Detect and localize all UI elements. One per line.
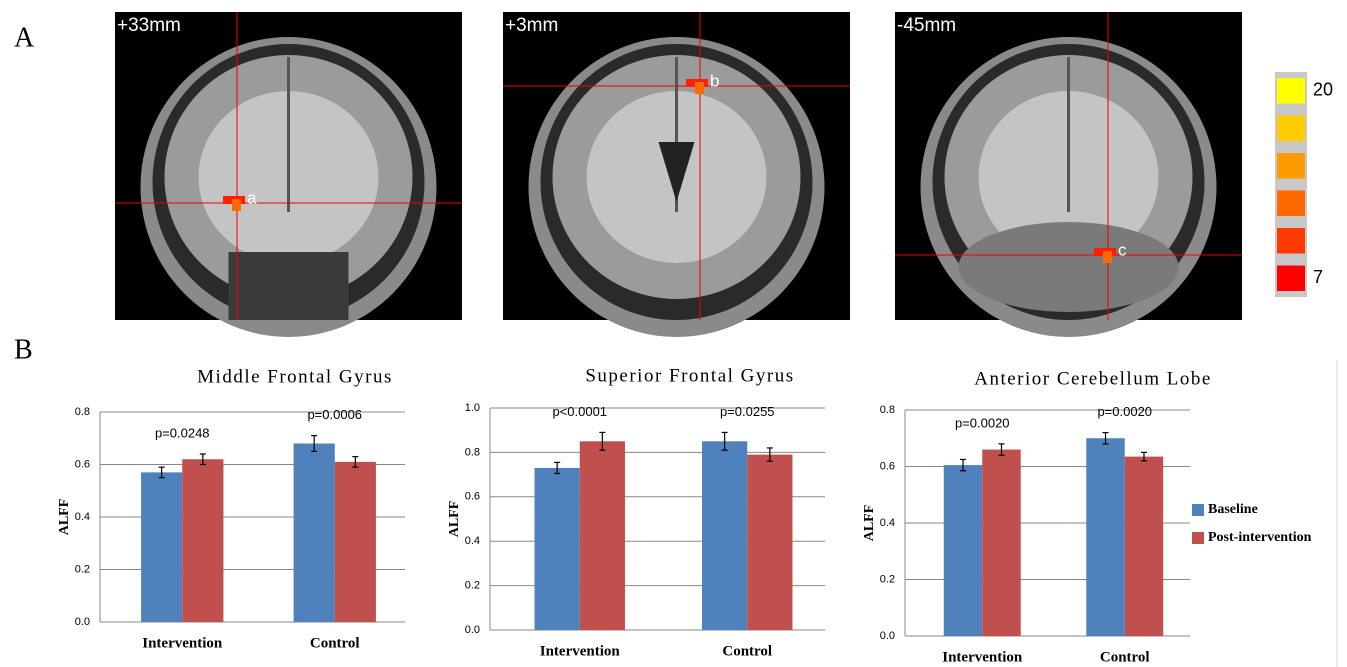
y-tick-label: 1.0 — [465, 402, 480, 414]
y-tick-label: 0.0 — [880, 630, 895, 642]
legend-label: Baseline — [1208, 502, 1258, 517]
y-tick-label: 0.4 — [75, 511, 90, 523]
y-tick-label: 0.8 — [880, 404, 895, 416]
bar — [702, 441, 747, 630]
bar — [294, 444, 335, 623]
y-tick-label: 0.6 — [465, 491, 480, 503]
y-tick-label: 0.8 — [75, 406, 90, 418]
y-tick-label: 0.6 — [880, 460, 895, 472]
bar — [580, 441, 625, 630]
colorbar-swatch — [1277, 116, 1305, 142]
y-tick-label: 0.2 — [880, 573, 895, 585]
legend-label: Post-intervention — [1208, 530, 1312, 545]
p-value-annotation: p=0.0020 — [1097, 404, 1152, 419]
p-value-annotation: p=0.0006 — [307, 407, 362, 422]
bar — [982, 450, 1020, 636]
p-value-annotation: p=0.0255 — [720, 404, 775, 419]
figure: A B +33mm a +3mm b -45mm c 20 7 Middle Frontal G… — [0, 0, 1347, 667]
panel-label: B — [14, 334, 33, 365]
marker-label: b — [710, 71, 719, 90]
legend-swatch — [1192, 532, 1204, 544]
x-tick-label: Intervention — [540, 643, 621, 659]
bar — [1086, 438, 1124, 636]
x-tick-label: Intervention — [142, 635, 223, 651]
chart-title: Anterior Cerebellum Lobe — [974, 368, 1212, 389]
cerebellum — [959, 222, 1179, 312]
y-tick-label: 0.4 — [880, 517, 895, 529]
y-tick-label: 0.2 — [465, 580, 480, 592]
slice-label: +3mm — [505, 15, 558, 36]
bar — [944, 465, 982, 636]
colorbar-swatch — [1277, 153, 1305, 179]
activation — [232, 199, 241, 211]
colorbar-swatch — [1277, 78, 1305, 104]
slice-label: -45mm — [897, 15, 956, 36]
y-axis-label: ALFF — [57, 499, 72, 536]
colorbar-tick-label: 20 — [1313, 80, 1333, 100]
x-tick-label: Intervention — [942, 649, 1023, 665]
slice-label: +33mm — [117, 15, 181, 36]
panel-label: A — [14, 22, 35, 53]
y-axis-label: ALFF — [862, 505, 877, 542]
colorbar-frame — [1275, 72, 1307, 297]
marker-label: c — [1118, 240, 1127, 259]
face — [229, 252, 349, 320]
bar — [141, 472, 182, 622]
x-tick-label: Control — [310, 635, 360, 651]
colorbar-swatch — [1277, 266, 1305, 292]
legend-swatch — [1192, 504, 1204, 516]
marker-label: a — [247, 188, 257, 207]
y-tick-label: 0.6 — [75, 458, 90, 470]
chart-title: Middle Frontal Gyrus — [197, 366, 393, 387]
y-tick-label: 0.2 — [75, 563, 90, 575]
activation — [695, 82, 704, 94]
p-value-annotation: p=0.0020 — [955, 415, 1010, 430]
bar — [747, 455, 792, 630]
activation — [1103, 251, 1112, 263]
bar — [182, 459, 223, 622]
colorbar-swatch — [1277, 191, 1305, 217]
y-axis-label: ALFF — [447, 501, 462, 538]
y-tick-label: 0.4 — [465, 535, 480, 547]
x-tick-label: Control — [722, 643, 772, 659]
x-tick-label: Control — [1100, 649, 1150, 665]
y-tick-label: 0.8 — [465, 446, 480, 458]
bar — [1125, 457, 1163, 636]
p-value-annotation: p<0.0001 — [552, 404, 607, 419]
bar — [335, 462, 376, 622]
y-tick-label: 0.0 — [465, 624, 480, 636]
colorbar-tick-label: 7 — [1313, 267, 1323, 287]
y-tick-label: 0.0 — [75, 616, 90, 628]
p-value-annotation: p=0.0248 — [155, 425, 210, 440]
bar — [535, 468, 580, 630]
colorbar-swatch — [1277, 228, 1305, 254]
chart-title: Superior Frontal Gyrus — [585, 365, 794, 386]
